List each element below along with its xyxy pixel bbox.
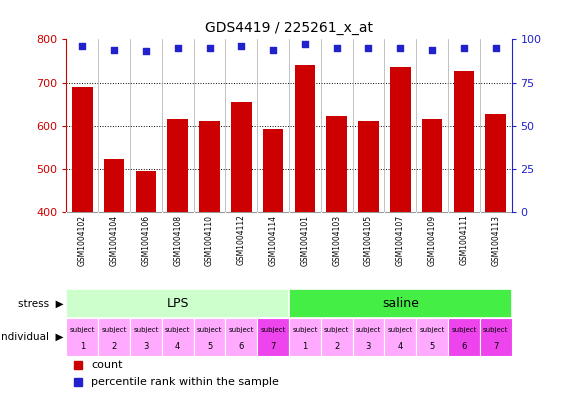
Text: GSM1004101: GSM1004101	[301, 215, 309, 266]
Text: subject: subject	[229, 327, 254, 333]
Bar	[136, 171, 156, 212]
Text: 7: 7	[493, 342, 498, 351]
Text: GSM1004111: GSM1004111	[460, 215, 468, 265]
Text: subject: subject	[420, 327, 444, 333]
Text: GSM1004105: GSM1004105	[364, 215, 373, 266]
Text: LPS: LPS	[166, 297, 189, 310]
Bar	[422, 119, 442, 212]
Point	[396, 45, 405, 51]
Point	[491, 45, 501, 51]
Text: 4: 4	[175, 342, 180, 351]
Point	[268, 46, 278, 53]
Bar	[66, 318, 98, 356]
Bar	[168, 119, 188, 212]
Text: subject: subject	[292, 327, 317, 333]
Text: GSM1004106: GSM1004106	[142, 215, 150, 266]
Bar	[130, 318, 162, 356]
Text: GDS4419 / 225261_x_at: GDS4419 / 225261_x_at	[205, 21, 373, 35]
Bar	[231, 102, 251, 212]
Point	[428, 46, 437, 53]
Bar	[104, 160, 124, 212]
Bar	[98, 318, 130, 356]
Text: 6: 6	[239, 342, 244, 351]
Bar	[454, 71, 474, 212]
Bar	[480, 318, 512, 356]
Text: GSM1004109: GSM1004109	[428, 215, 436, 266]
Bar	[263, 129, 283, 212]
Bar	[199, 121, 220, 212]
Point	[77, 43, 87, 50]
Text: subject: subject	[165, 327, 190, 333]
Bar	[194, 318, 225, 356]
Text: 1: 1	[302, 342, 307, 351]
Point	[301, 41, 310, 48]
Text: subject: subject	[356, 327, 381, 333]
Text: GSM1004108: GSM1004108	[173, 215, 182, 266]
Bar	[289, 318, 321, 356]
Bar	[448, 318, 480, 356]
Text: percentile rank within the sample: percentile rank within the sample	[91, 377, 279, 387]
Bar	[66, 289, 289, 318]
Text: 3: 3	[366, 342, 371, 351]
Text: subject: subject	[134, 327, 158, 333]
Bar	[486, 114, 506, 212]
Text: 7: 7	[271, 342, 276, 351]
Bar	[72, 87, 92, 212]
Text: GSM1004107: GSM1004107	[396, 215, 405, 266]
Point	[141, 48, 150, 55]
Point	[460, 45, 469, 51]
Point	[205, 45, 214, 51]
Text: subject: subject	[70, 327, 95, 333]
Point	[332, 45, 341, 51]
Text: 5: 5	[207, 342, 212, 351]
Point	[173, 45, 183, 51]
Bar	[321, 318, 353, 356]
Bar	[162, 318, 194, 356]
Point	[237, 43, 246, 50]
Text: saline: saline	[382, 297, 418, 310]
Text: 2: 2	[334, 342, 339, 351]
Text: subject: subject	[324, 327, 349, 333]
Text: stress  ▶: stress ▶	[18, 299, 64, 309]
Point	[110, 46, 119, 53]
Text: subject: subject	[388, 327, 413, 333]
Text: 3: 3	[143, 342, 149, 351]
Bar	[327, 116, 347, 212]
Bar	[416, 318, 448, 356]
Text: GSM1004113: GSM1004113	[491, 215, 500, 266]
Text: subject: subject	[483, 327, 508, 333]
Text: subject: subject	[197, 327, 222, 333]
Bar	[358, 121, 379, 212]
Text: subject: subject	[261, 327, 286, 333]
Bar	[289, 289, 512, 318]
Text: GSM1004102: GSM1004102	[78, 215, 87, 266]
Point	[364, 45, 373, 51]
Text: GSM1004110: GSM1004110	[205, 215, 214, 266]
Text: GSM1004114: GSM1004114	[269, 215, 277, 266]
Text: 1: 1	[80, 342, 85, 351]
Bar	[225, 318, 257, 356]
Bar	[353, 318, 384, 356]
Text: count: count	[91, 360, 123, 370]
Text: 2: 2	[112, 342, 117, 351]
Text: GSM1004104: GSM1004104	[110, 215, 118, 266]
Text: 4: 4	[398, 342, 403, 351]
Text: individual  ▶: individual ▶	[0, 332, 64, 342]
Text: 5: 5	[429, 342, 435, 351]
Text: GSM1004112: GSM1004112	[237, 215, 246, 265]
Text: GSM1004103: GSM1004103	[332, 215, 341, 266]
Bar	[257, 318, 289, 356]
Bar	[384, 318, 416, 356]
Bar	[390, 66, 410, 212]
Bar	[295, 65, 315, 212]
Text: subject: subject	[451, 327, 476, 333]
Text: subject: subject	[102, 327, 127, 333]
Text: 6: 6	[461, 342, 466, 351]
